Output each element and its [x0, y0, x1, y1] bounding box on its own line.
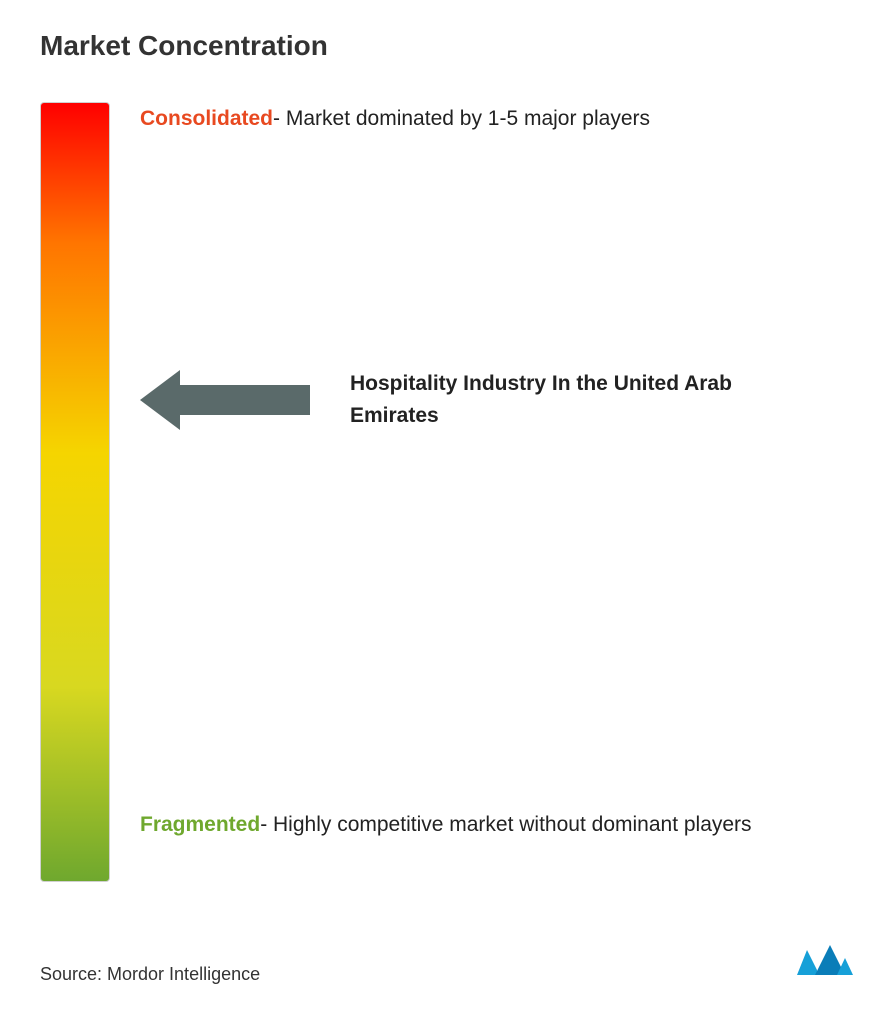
arrow-body: [170, 385, 310, 415]
arrow-shape: [140, 370, 310, 430]
consolidated-desc-text: - Market dominated by 1-5 major players: [273, 107, 650, 130]
consolidated-label: Consolidated: [140, 107, 273, 130]
arrow-indicator-section: Hospitality Industry In the United Arab …: [140, 368, 845, 431]
logo-icon: [795, 940, 855, 980]
gradient-scale-bar: [40, 102, 110, 882]
descriptions-panel: Consolidated- Market dominated by 1-5 ma…: [140, 102, 845, 882]
fragmented-label: Fragmented: [140, 813, 260, 836]
chart-title: Market Concentration: [40, 30, 845, 62]
mordor-logo: [795, 940, 855, 985]
fragmented-desc-text: - Highly competitive market without domi…: [260, 813, 751, 836]
fragmented-description: Fragmented- Highly competitive market wi…: [140, 808, 825, 842]
source-attribution: Source: Mordor Intelligence: [40, 964, 260, 985]
fragmented-text: Fragmented- Highly competitive market wi…: [140, 808, 825, 842]
arrow-label: Hospitality Industry In the United Arab …: [350, 368, 800, 431]
consolidated-text: Consolidated- Market dominated by 1-5 ma…: [140, 102, 825, 136]
consolidated-description: Consolidated- Market dominated by 1-5 ma…: [140, 102, 825, 136]
content-area: Consolidated- Market dominated by 1-5 ma…: [40, 102, 845, 902]
